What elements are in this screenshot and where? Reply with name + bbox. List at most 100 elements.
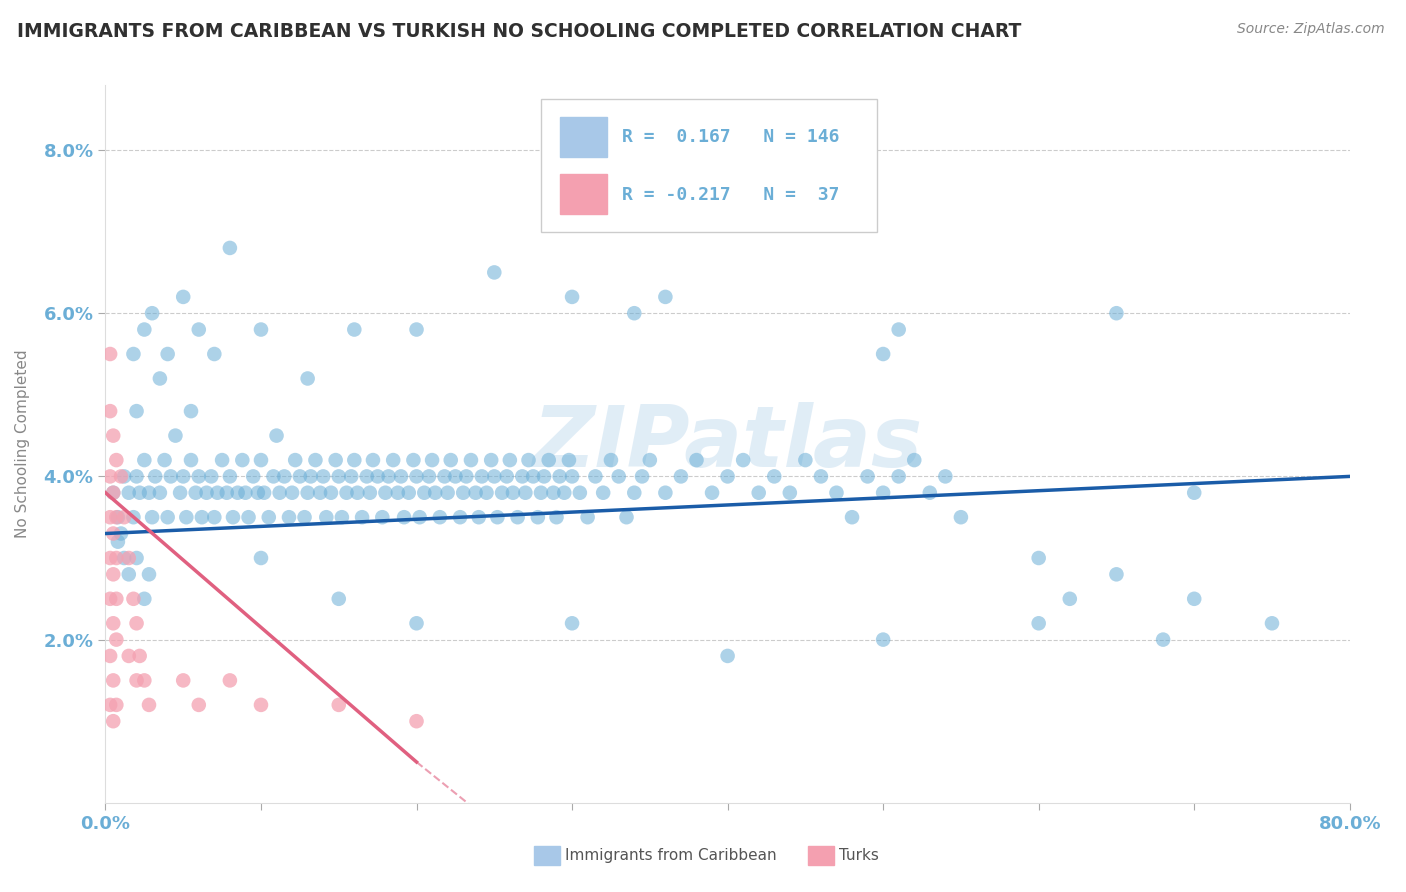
Point: [479, 453, 502, 467]
Point: [748, 485, 770, 500]
Point: [297, 485, 319, 500]
Point: [281, 485, 304, 500]
Point: [464, 485, 486, 500]
Point: [576, 510, 599, 524]
Point: [392, 510, 415, 524]
Point: [202, 510, 225, 524]
Point: [309, 485, 332, 500]
Point: [172, 469, 194, 483]
Point: [105, 632, 128, 647]
Point: [607, 469, 630, 483]
Point: [346, 485, 368, 500]
Point: [717, 648, 740, 663]
Point: [510, 469, 533, 483]
Point: [420, 453, 443, 467]
Point: [98, 551, 121, 566]
Point: [530, 485, 553, 500]
Point: [187, 322, 209, 336]
Point: [872, 632, 894, 647]
Point: [733, 453, 755, 467]
Point: [1261, 616, 1284, 631]
Point: [156, 347, 179, 361]
Point: [623, 485, 645, 500]
Point: [1182, 485, 1205, 500]
Point: [200, 469, 222, 483]
Point: [273, 469, 295, 483]
Point: [284, 453, 307, 467]
Point: [352, 510, 374, 524]
Point: [278, 510, 301, 524]
Point: [533, 469, 555, 483]
Point: [546, 510, 568, 524]
Point: [156, 510, 179, 524]
Point: [872, 347, 894, 361]
Point: [467, 510, 489, 524]
Point: [112, 510, 135, 524]
Point: [250, 322, 273, 336]
Point: [202, 347, 225, 361]
Point: [779, 485, 801, 500]
Point: [517, 453, 540, 467]
Point: [359, 485, 381, 500]
Point: [118, 567, 141, 582]
Point: [118, 648, 141, 663]
Point: [134, 673, 156, 688]
Point: [361, 453, 384, 467]
Point: [484, 265, 506, 279]
Point: [887, 322, 910, 336]
Point: [841, 510, 863, 524]
Point: [103, 526, 125, 541]
Point: [506, 510, 529, 524]
Point: [1152, 632, 1174, 647]
Point: [297, 371, 319, 385]
Point: [918, 485, 941, 500]
Point: [527, 510, 550, 524]
Point: [118, 551, 141, 566]
Point: [105, 698, 128, 712]
Point: [238, 510, 260, 524]
Point: [103, 485, 125, 500]
Point: [515, 485, 537, 500]
Point: [165, 428, 187, 442]
Point: [218, 469, 242, 483]
Text: ZIPatlas: ZIPatlas: [533, 402, 922, 485]
Point: [623, 306, 645, 320]
Point: [98, 591, 121, 606]
Point: [451, 485, 474, 500]
Point: [138, 485, 160, 500]
Text: Source: ZipAtlas.com: Source: ZipAtlas.com: [1237, 22, 1385, 37]
Point: [413, 485, 436, 500]
Point: [159, 469, 181, 483]
Point: [211, 453, 233, 467]
Point: [872, 485, 894, 500]
Point: [122, 591, 145, 606]
Point: [484, 469, 506, 483]
Point: [537, 453, 560, 467]
Point: [583, 469, 606, 483]
Point: [561, 616, 583, 631]
Point: [592, 485, 614, 500]
Point: [685, 453, 707, 467]
Point: [343, 322, 366, 336]
Point: [638, 184, 661, 198]
Point: [328, 698, 350, 712]
Point: [134, 591, 156, 606]
Point: [425, 485, 447, 500]
Point: [250, 551, 273, 566]
Point: [616, 510, 638, 524]
Point: [669, 469, 692, 483]
Point: [172, 673, 194, 688]
Point: [405, 714, 427, 729]
Point: [903, 453, 925, 467]
Point: [128, 648, 150, 663]
Point: [700, 485, 723, 500]
Point: [475, 485, 498, 500]
Point: [449, 510, 471, 524]
Point: [495, 469, 517, 483]
Point: [440, 453, 463, 467]
FancyBboxPatch shape: [541, 99, 877, 232]
Point: [98, 347, 121, 361]
Point: [343, 453, 366, 467]
Bar: [560, 175, 607, 214]
Point: [315, 510, 337, 524]
